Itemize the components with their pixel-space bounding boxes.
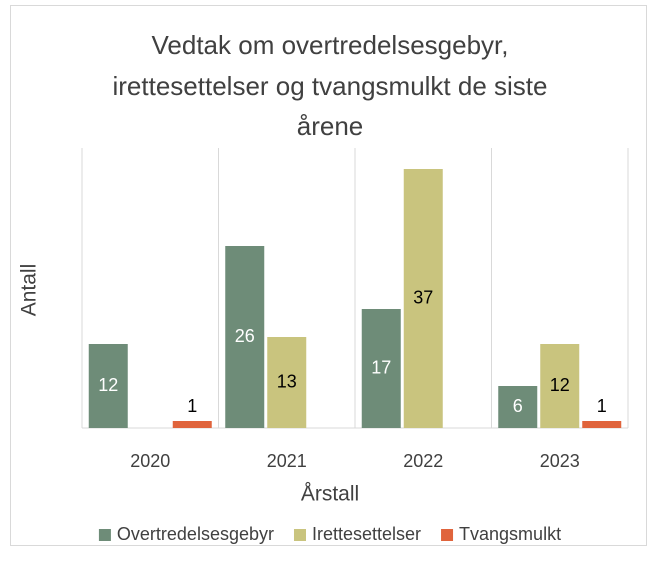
data-label: 1 — [187, 396, 197, 416]
x-tick-label: 2022 — [403, 451, 443, 471]
legend-swatch — [441, 529, 454, 541]
bar — [403, 169, 443, 428]
data-label: 6 — [513, 396, 523, 416]
chart-title: årene — [297, 111, 364, 141]
legend-label: Irettesettelser — [312, 524, 421, 544]
bar — [172, 421, 212, 428]
bar — [361, 309, 401, 428]
legend-swatch — [98, 529, 111, 541]
bar — [498, 386, 538, 428]
bar — [88, 344, 128, 428]
chart-title: Vedtak om overtredelsesgebyr, — [152, 30, 509, 60]
bar — [540, 344, 580, 428]
x-tick-label: 2023 — [540, 451, 580, 471]
x-tick-label: 2021 — [267, 451, 307, 471]
bar — [582, 421, 622, 428]
data-label: 12 — [98, 375, 118, 395]
x-axis-label: Årstall — [301, 483, 359, 506]
bar — [267, 337, 307, 428]
legend-label: Tvangsmulkt — [459, 524, 561, 544]
data-label: 13 — [277, 371, 297, 391]
data-label: 17 — [371, 357, 391, 377]
y-axis-label: Antall — [18, 264, 41, 317]
data-label: 12 — [550, 375, 570, 395]
x-tick-label: 2020 — [130, 451, 170, 471]
data-label: 37 — [413, 287, 433, 307]
bar — [225, 246, 265, 428]
data-label: 1 — [597, 396, 607, 416]
chart-title: irettesettelser og tvangsmulkt de siste — [113, 71, 548, 101]
legend-label: Overtredelsesgebyr — [117, 524, 274, 544]
legend-swatch — [293, 529, 306, 541]
chart-frame — [10, 5, 647, 546]
data-label: 26 — [235, 326, 255, 346]
